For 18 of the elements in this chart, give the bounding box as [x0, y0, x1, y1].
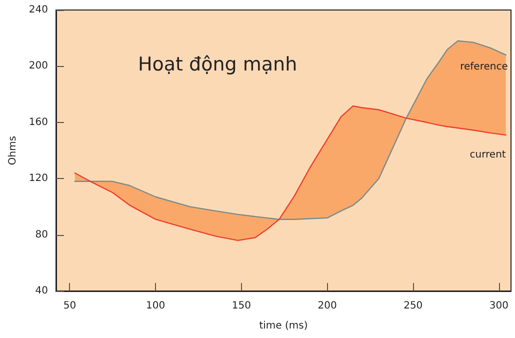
y-tick-label: 240: [28, 4, 48, 16]
x-tick-label: 300: [489, 300, 509, 312]
x-axis-title: time (ms): [259, 320, 308, 332]
text: Hoạt động mạnh: [138, 54, 298, 76]
y-tick-label: 80: [35, 229, 48, 240]
x-tick-label: 100: [146, 300, 166, 312]
x-tick-label: 250: [404, 300, 423, 312]
series-label: current: [470, 150, 506, 161]
x-tick-label: 200: [318, 300, 337, 312]
y-tick-label: 120: [28, 173, 48, 184]
x-tick-label: 150: [232, 300, 251, 312]
y-axis-title: Ohms: [8, 136, 18, 166]
y-tick-label: 40: [35, 286, 48, 296]
y-tick-label: 200: [28, 60, 48, 72]
x-tick-label: 50: [63, 300, 76, 312]
line-series: [74, 105, 506, 242]
y-tick-label: 160: [28, 116, 48, 128]
series-label: reference: [460, 61, 508, 72]
